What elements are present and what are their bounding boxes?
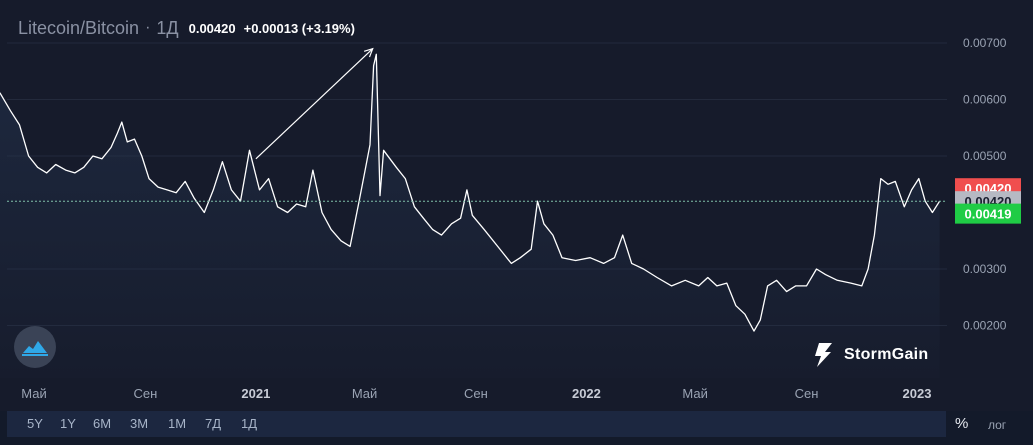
header-separator: · (145, 19, 151, 36)
current-price: 0.00420 (188, 20, 236, 36)
range-1d-button[interactable]: 1Д (241, 416, 258, 431)
x-tick-label: Сен (133, 386, 157, 401)
range-5y-button[interactable]: 5Y (27, 416, 43, 431)
brand-name: StormGain (844, 346, 929, 363)
price-change: +0.00013 (+3.19%) (243, 20, 355, 36)
x-tick-label: 2023 (903, 386, 932, 401)
timeframe-label[interactable]: 1Д (156, 17, 179, 38)
chart-header: Litecoin/Bitcoin · 1Д 0.00420 +0.00013 (… (18, 16, 363, 40)
series-area (0, 54, 940, 378)
y-tick-label: 0.00300 (963, 262, 1007, 276)
annotation-arrow-line (255, 48, 374, 160)
lightning-icon (815, 343, 832, 367)
symbol-name: Litecoin/Bitcoin (18, 17, 140, 38)
range-6m-button[interactable]: 6M (93, 416, 112, 431)
range-1m-button[interactable]: 1M (168, 416, 187, 431)
price-chart[interactable]: 0.00700 0.00600 0.00500 0.00300 0.00200 Май Се… (0, 0, 1033, 411)
x-tick-label: Сен (464, 386, 488, 401)
log-scale-toggle[interactable]: лог (988, 418, 1007, 432)
logo-cloud-icon (14, 326, 56, 368)
y-tick-label: 0.00500 (963, 149, 1007, 163)
range-3m-button[interactable]: 3M (130, 416, 149, 431)
percent-toggle[interactable]: % (955, 415, 969, 432)
x-tick-label: Май (352, 386, 377, 401)
annotation-arrow-head (363, 47, 374, 58)
x-tick-label: 2021 (241, 386, 270, 401)
x-tick-label: 2022 (572, 386, 601, 401)
range-toolbar: 5Y 1Y 6M 3M 1M 7Д 1Д % лог (0, 411, 1033, 445)
range-buttons: 5Y 1Y 6M 3M 1M 7Д 1Д (7, 411, 946, 437)
y-tick-label: 0.00600 (963, 93, 1007, 107)
range-1y-button[interactable]: 1Y (60, 416, 76, 431)
x-tick-label: Сен (795, 386, 819, 401)
range-7d-button[interactable]: 7Д (205, 416, 222, 431)
price-badge (955, 203, 1021, 224)
series-line (0, 53, 941, 332)
stormgain-brand: StormGain (812, 342, 929, 368)
x-tick-label: Май (682, 386, 707, 401)
x-tick-label: Май (21, 386, 46, 401)
y-tick-label: 0.00200 (963, 319, 1007, 333)
y-tick-label: 0.00700 (963, 36, 1007, 50)
price-badge-label: 0.00419 (965, 207, 1012, 222)
